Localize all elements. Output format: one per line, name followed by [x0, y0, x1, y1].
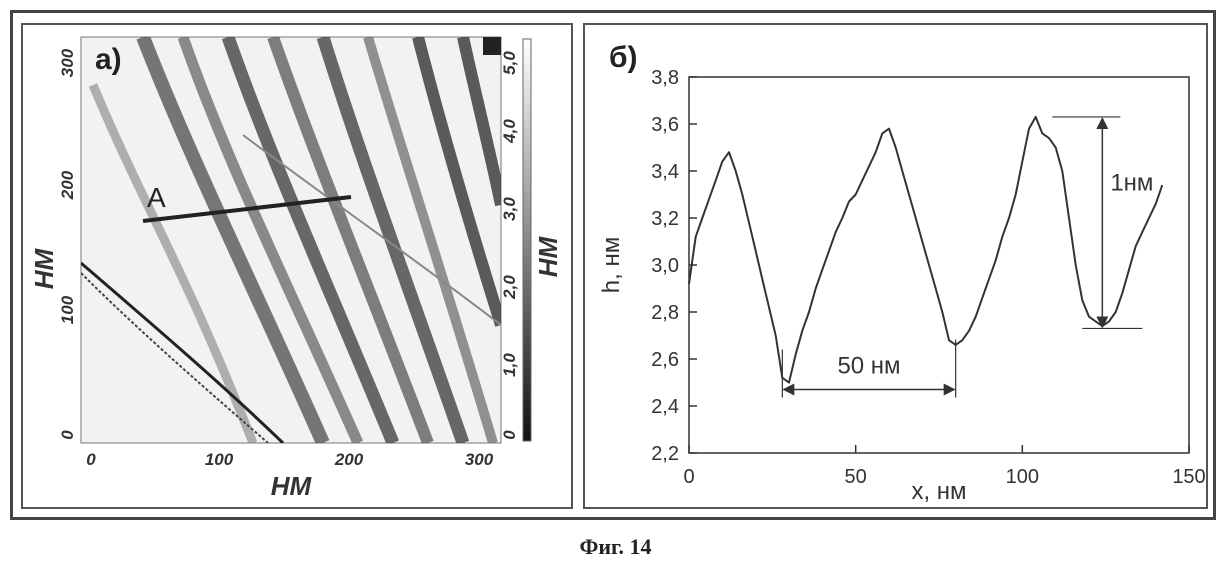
y-ticks-a: 0 100 200 300 — [58, 48, 77, 439]
y-tick-label: 200 — [58, 170, 77, 200]
y-axis-label-a: НМ — [29, 247, 59, 289]
profile-marker-label: А — [147, 182, 166, 213]
x-tick-label: 0 — [86, 450, 96, 469]
y-tick-label: 3,0 — [651, 255, 679, 277]
colorbar-ticks: 0 1,0 2,0 3,0 4,0 5,0 — [500, 51, 519, 440]
panel-b-label: б) — [609, 41, 638, 74]
profile-chart-svg: б) 0 50 100 150 2,2 2,4 2,6 2,8 3,0 3,2 3,4 3,6 3,8… — [585, 25, 1210, 511]
series-group — [689, 117, 1162, 383]
x-tick-label: 100 — [1006, 466, 1039, 488]
x-axis-label-a: НМ — [271, 471, 313, 501]
figure-caption: Фиг. 14 — [0, 534, 1231, 560]
y-tick-label: 2,2 — [651, 443, 679, 465]
colorbar-tick-label: 5,0 — [500, 51, 519, 75]
x-tick-label: 200 — [334, 450, 364, 469]
y-axis-label: h, нм — [598, 237, 625, 293]
y-tick-label: 2,6 — [651, 349, 679, 371]
profile-chart-panel: б) 0 50 100 150 2,2 2,4 2,6 2,8 3,0 3,2 3,4 3,6 3,8… — [583, 23, 1208, 509]
y-tick-label: 3,8 — [651, 67, 679, 89]
colorbar-tick-label: 4,0 — [500, 119, 519, 144]
y-tick-label: 2,8 — [651, 302, 679, 324]
annotations-group: 50 нм 1нм — [782, 117, 1153, 398]
colorbar-tick-label: 1,0 — [500, 353, 519, 377]
afm-image-panel: А а) 0 100 200 300 НМ 0 100 200 300 НМ — [21, 23, 573, 509]
x-tick-label: 50 — [845, 466, 867, 488]
y-tick-label: 2,4 — [651, 396, 679, 418]
colorbar-tick-label: 2,0 — [500, 275, 519, 300]
arrow-head — [782, 384, 794, 396]
y-tick-label: 100 — [58, 295, 77, 324]
x-axis-label: x, нм — [911, 478, 966, 505]
colorbar-tick-label: 0 — [500, 430, 519, 440]
arrow-head — [944, 384, 956, 396]
span-annotation-label: 50 нм — [837, 353, 900, 380]
arrow-head — [1096, 117, 1108, 129]
colorbar — [523, 39, 531, 441]
y-tick-label: 0 — [58, 430, 77, 440]
y-tick-label: 3,6 — [651, 114, 679, 136]
height-annotation-label: 1нм — [1110, 170, 1153, 197]
x-tick-label: 150 — [1172, 466, 1205, 488]
series-line — [689, 117, 1162, 383]
y-tick-label: 3,4 — [651, 161, 679, 183]
x-tick-label: 300 — [465, 450, 494, 469]
x-tick-label: 0 — [683, 466, 694, 488]
colorbar-label: НМ — [533, 235, 563, 277]
panel-a-label: а) — [95, 43, 122, 76]
colorbar-tick-label: 3,0 — [500, 197, 519, 221]
y-tick-label: 300 — [58, 48, 77, 77]
y-tick-label: 3,2 — [651, 208, 679, 230]
y-axis: 2,2 2,4 2,6 2,8 3,0 3,2 3,4 3,6 3,8 — [651, 67, 697, 465]
x-ticks-a: 0 100 200 300 — [86, 450, 493, 469]
x-tick-label: 100 — [205, 450, 234, 469]
afm-image-svg: А а) 0 100 200 300 НМ 0 100 200 300 НМ — [23, 25, 575, 511]
plot-area — [689, 77, 1189, 453]
figure-frame: А а) 0 100 200 300 НМ 0 100 200 300 НМ — [10, 10, 1216, 520]
